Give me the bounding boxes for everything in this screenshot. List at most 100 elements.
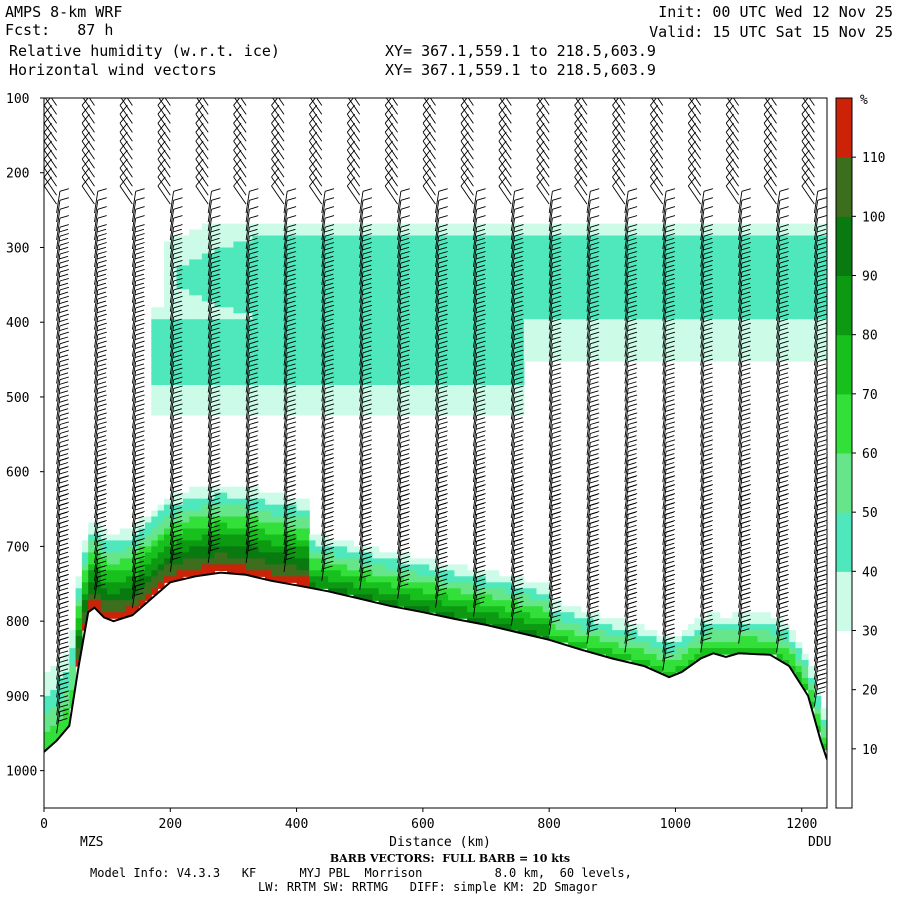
wind-barb-shaft (195, 122, 209, 142)
rh-cell (233, 271, 241, 278)
rh-cell (757, 349, 765, 356)
rh-cell (265, 396, 272, 404)
rh-cell (302, 307, 310, 314)
rh-cell (808, 325, 815, 332)
rh-cell (782, 331, 790, 338)
rh-cell (441, 594, 449, 601)
rh-cell (523, 277, 531, 284)
rh-cell (277, 253, 285, 261)
rh-cell (157, 402, 165, 410)
rh-cell (820, 265, 827, 272)
rh-cell (441, 391, 449, 398)
rh-cell (801, 654, 809, 661)
rh-cell (62, 654, 70, 661)
rh-cell (587, 624, 594, 631)
rh-cell (422, 558, 430, 565)
rh-cell (359, 325, 367, 332)
rh-cell (220, 295, 228, 302)
wind-barb-feather (44, 87, 51, 96)
rh-cell (448, 373, 455, 380)
rh-cell (486, 313, 493, 320)
rh-cell (738, 612, 746, 619)
rh-cell (429, 289, 437, 296)
rh-cell (220, 337, 228, 344)
rh-cell (138, 534, 146, 542)
wind-barb-feather (134, 533, 145, 538)
rh-cell (201, 313, 209, 320)
rh-cell (448, 379, 455, 386)
rh-cell (441, 223, 449, 231)
rh-cell (328, 265, 336, 272)
rh-cell (75, 654, 83, 661)
rh-cell (486, 570, 493, 577)
rh-cell (315, 259, 323, 266)
rh-cell (340, 367, 348, 374)
rh-cell (309, 295, 317, 302)
rh-cell (498, 229, 506, 237)
rh-cell (182, 534, 190, 542)
rh-cell (416, 313, 424, 320)
rh-cell (726, 229, 733, 237)
rh-cell (770, 325, 778, 332)
rh-cell (555, 624, 563, 631)
rh-cell (624, 235, 632, 243)
rh-cell (340, 301, 348, 308)
rh-cell (542, 295, 550, 302)
rh-cell (467, 361, 474, 368)
rh-cell (391, 295, 399, 302)
rh-cell (637, 295, 645, 302)
rh-cell (271, 337, 279, 344)
rh-cell (271, 235, 279, 243)
rh-cell (492, 588, 500, 595)
wind-barb-feather (173, 502, 183, 506)
rh-cell (416, 289, 424, 296)
rh-cell (164, 504, 171, 512)
rh-cell (429, 396, 437, 404)
rh-cell (239, 241, 247, 249)
rh-cell (492, 379, 500, 386)
rh-cell (233, 367, 241, 374)
rh-cell (284, 576, 291, 583)
rh-cell (713, 307, 721, 314)
rh-cell (201, 552, 209, 559)
rh-cell (536, 265, 544, 272)
rh-cell (561, 259, 569, 266)
wind-barb-shaft (169, 442, 175, 465)
wind-barb-shaft (94, 316, 99, 339)
rh-cell (789, 343, 796, 350)
rh-cell (239, 325, 247, 332)
rh-cell (403, 247, 411, 255)
rh-cell (814, 301, 822, 308)
rh-cell (315, 229, 323, 237)
rh-cell (88, 588, 96, 595)
rh-cell (366, 582, 373, 589)
rh-cell (271, 498, 279, 506)
rh-cell (618, 259, 626, 266)
wind-barb-feather (210, 282, 220, 287)
rh-cell (643, 241, 651, 249)
rh-cell (416, 391, 424, 398)
rh-cell (599, 355, 607, 362)
rh-cell (801, 337, 809, 344)
rh-cell (75, 648, 83, 655)
rh-cell (170, 301, 178, 308)
wind-barb-feather (210, 246, 220, 251)
rh-cell (391, 402, 399, 410)
wind-barb-feather (195, 140, 204, 151)
wind-barb-feather (59, 524, 69, 529)
rh-cell (694, 289, 702, 296)
rh-cell (265, 265, 272, 272)
rh-cell (189, 504, 197, 512)
rh-cell (801, 331, 809, 338)
rh-cell (688, 301, 695, 308)
rh-cell (467, 408, 474, 416)
rh-cell (372, 313, 380, 320)
wind-barb-shaft (131, 460, 137, 483)
rh-cell (498, 373, 506, 380)
rh-cell (580, 313, 588, 320)
rh-cell (195, 301, 203, 308)
rh-cell (372, 343, 380, 350)
rh-cell (214, 265, 222, 272)
rh-cell (170, 540, 178, 547)
wind-barb-feather (59, 515, 69, 520)
